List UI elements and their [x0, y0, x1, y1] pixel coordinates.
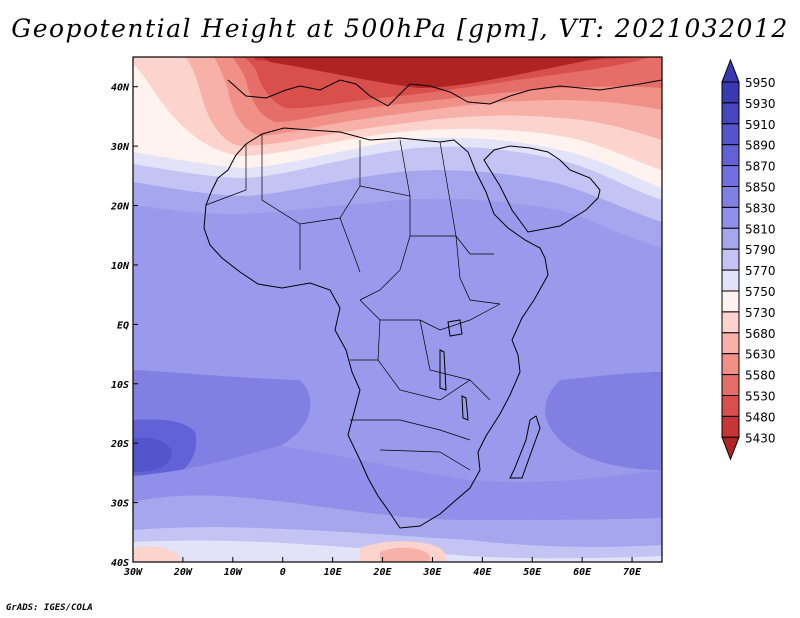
- lat-tick-label: 40N: [111, 83, 130, 94]
- latitude-axis: 40N 30N 20N 10N EQ 10S 20S 30S 40S: [110, 83, 138, 569]
- colorbar-label: 5950: [745, 76, 776, 90]
- colorbar-swatch: [721, 81, 740, 104]
- colorbar-label: 5910: [745, 118, 776, 132]
- colorbar: 5950 5930 5910 5890 5870 5850 5830 5810 5790 5770…: [721, 58, 776, 461]
- field-band-5430: [262, 57, 615, 88]
- coastlines: [203, 79, 662, 529]
- field-band-5910: [133, 437, 172, 472]
- colorbar-swatch: [721, 415, 740, 438]
- lon-tick-label: 50E: [523, 567, 542, 578]
- colorbar-swatch: [721, 353, 740, 376]
- lat-tick-label: 10S: [111, 380, 129, 391]
- colorbar-swatch: [721, 227, 740, 250]
- colorbar-swatch: [721, 311, 740, 334]
- colorbar-label: 5810: [745, 222, 776, 236]
- colorbar-swatch: [721, 332, 740, 355]
- lon-tick-label: 40E: [473, 567, 492, 578]
- lon-tick-label: 60E: [573, 567, 592, 578]
- lat-tick-label: 20N: [110, 202, 130, 213]
- field-band-5810-south: [133, 495, 662, 547]
- lon-tick-label: 20W: [173, 567, 193, 578]
- colorbar-swatch: [721, 248, 740, 271]
- field-band-5850-south: [133, 446, 662, 520]
- lat-tick-label: 10N: [111, 261, 130, 272]
- lat-tick-label: 30S: [110, 499, 129, 510]
- colorbar-top-arrow: [721, 58, 740, 83]
- colorbar-label: 5930: [745, 97, 776, 111]
- field-band-5680-south: [380, 547, 431, 562]
- map-title: Geopotential Height at 500hPa [gpm], VT:…: [11, 14, 789, 43]
- colorbar-label: 5850: [745, 181, 776, 195]
- lake-tanganyika: [439, 349, 447, 391]
- colorbar-label: 5750: [745, 285, 776, 299]
- europe-coastline: [227, 79, 662, 107]
- lon-tick-label: 20E: [372, 567, 392, 578]
- lake-malawi: [461, 395, 469, 421]
- colorbar-label: 5830: [745, 201, 776, 215]
- field-band-5730-southwest: [133, 546, 180, 562]
- lon-tick-label: 30W: [123, 567, 143, 578]
- lake-victoria: [447, 319, 463, 337]
- colorbar-label: 5680: [745, 327, 776, 341]
- colorbar-swatch: [721, 165, 740, 188]
- lat-tick-label: 40S: [111, 558, 129, 569]
- colorbar-label: 5790: [745, 243, 776, 257]
- colorbar-swatch: [721, 374, 740, 397]
- arabia-coastline: [483, 145, 601, 233]
- height-field: [133, 57, 662, 562]
- colorbar-swatch: [721, 206, 740, 229]
- field-band-5870-east: [545, 372, 662, 470]
- colorbar-label: 5530: [745, 390, 776, 404]
- colorbar-label: 5870: [745, 160, 776, 174]
- colorbar-label: 5770: [745, 264, 776, 278]
- colorbar-swatch: [721, 123, 740, 146]
- colorbar-label: 5730: [745, 306, 776, 320]
- lon-tick-label: 0: [280, 567, 286, 578]
- lon-tick-label: 30E: [422, 567, 442, 578]
- lon-tick-label: 10E: [324, 567, 343, 578]
- africa-coastline: [203, 127, 549, 529]
- credit-text: GrADS: IGES/COLA: [6, 603, 93, 613]
- colorbar-swatch: [721, 269, 740, 292]
- country-borders: [205, 134, 501, 471]
- lat-tick-label: 30N: [110, 142, 130, 153]
- colorbar-label: 5580: [745, 369, 776, 383]
- colorbar-label: 5890: [745, 139, 776, 153]
- colorbar-swatch: [721, 395, 740, 417]
- longitude-axis: 30W 20W 10W 0 10E 20E 30E 40E 50E 60E 70E: [123, 557, 642, 578]
- colorbar-bottom-arrow: [721, 436, 740, 461]
- madagascar-coastline: [509, 415, 541, 479]
- colorbar-swatch: [721, 102, 740, 125]
- lat-tick-label: 20S: [110, 439, 129, 450]
- colorbar-swatch: [721, 290, 740, 313]
- lat-tick-label: EQ: [117, 320, 129, 331]
- plot-frame: [132, 56, 663, 563]
- lon-tick-label: 10W: [224, 567, 243, 578]
- colorbar-label: 5630: [745, 348, 776, 362]
- colorbar-label: 5430: [745, 431, 776, 445]
- colorbar-swatch: [721, 144, 740, 167]
- colorbar-swatch: [721, 186, 740, 208]
- colorbar-label: 5480: [745, 410, 776, 424]
- lon-tick-label: 70E: [623, 567, 642, 578]
